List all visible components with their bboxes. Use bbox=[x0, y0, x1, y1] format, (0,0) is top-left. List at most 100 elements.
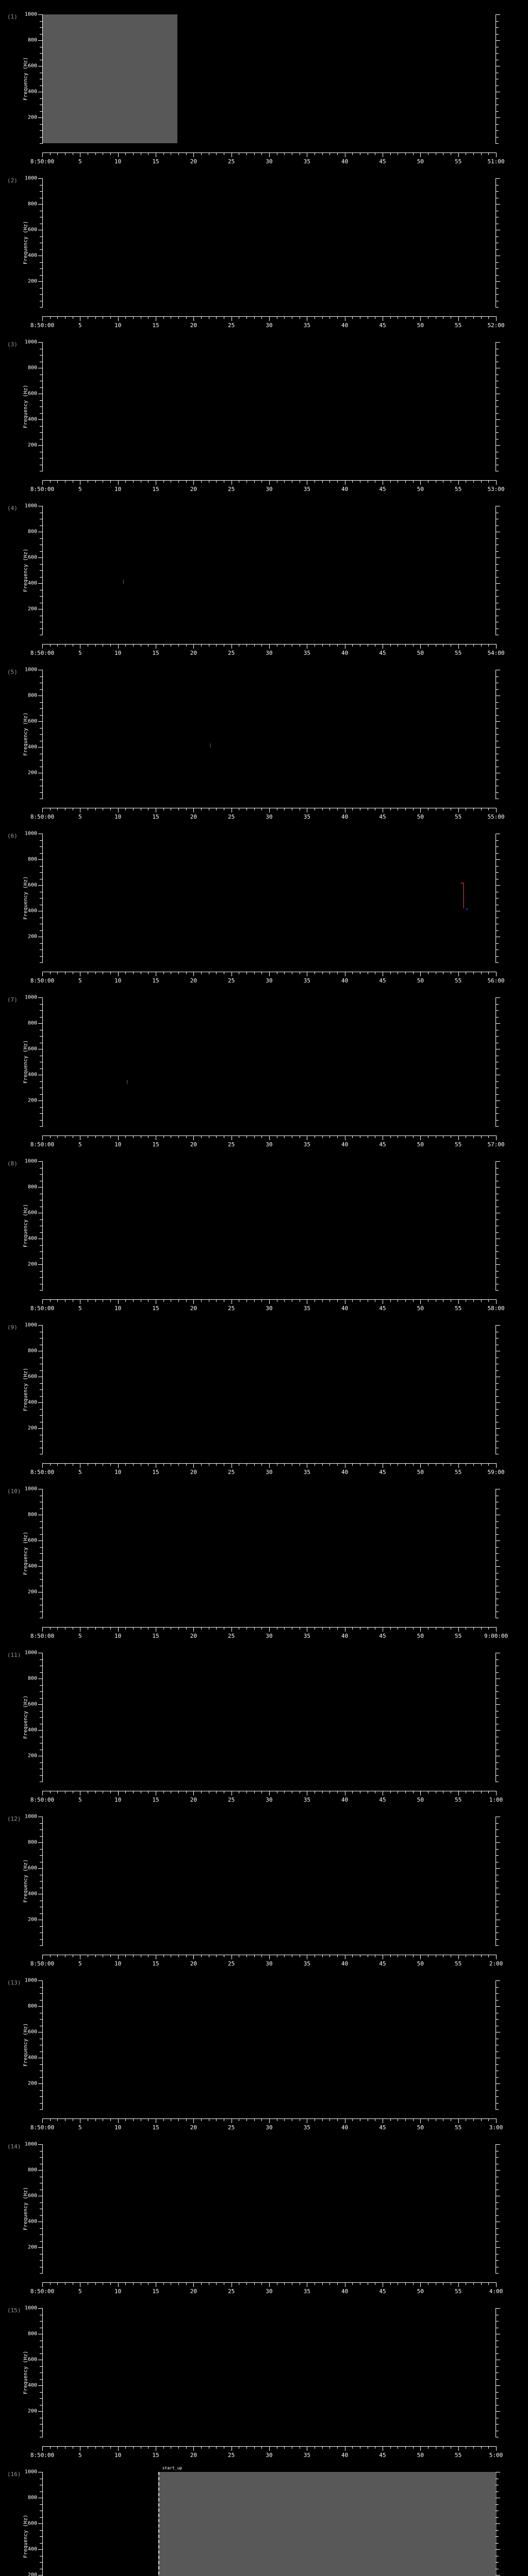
y-axis-tick-label: 400 bbox=[27, 89, 37, 95]
spectrogram-panel: (13) Frequency (Hz) 1000 800 600 400 200 8:50:0… bbox=[0, 1970, 528, 2134]
y-axis-tick bbox=[40, 564, 43, 565]
y-axis-tick-right bbox=[496, 1829, 499, 1830]
time-axis-tick bbox=[50, 2282, 51, 2285]
time-axis-tick-label: 35 bbox=[303, 1797, 310, 1803]
time-axis-tick bbox=[322, 1136, 323, 1138]
time-axis-tick bbox=[481, 644, 482, 647]
time-axis-tick-label: 55 bbox=[455, 158, 462, 165]
time-axis-tick-label: 35 bbox=[303, 2124, 310, 2131]
y-axis-tick-right bbox=[496, 1107, 499, 1108]
time-axis-tick-label: 45 bbox=[379, 1305, 386, 1312]
y-axis-title: Frequency (Hz) bbox=[23, 712, 29, 756]
time-axis-tick bbox=[42, 1627, 43, 1632]
time-axis-tick bbox=[481, 1955, 482, 1957]
time-axis-tick bbox=[412, 1627, 414, 1630]
time-axis-tick bbox=[50, 1136, 51, 1138]
y-axis-tick bbox=[40, 53, 43, 54]
time-axis-tick bbox=[284, 1136, 285, 1138]
time-axis-tick bbox=[178, 1627, 179, 1630]
time-axis-tick bbox=[186, 1136, 187, 1138]
time-axis-tick bbox=[57, 1463, 58, 1466]
time-axis-tick bbox=[322, 2446, 323, 2449]
y-axis-tick bbox=[40, 1762, 43, 1763]
time-axis-tick-label: 15 bbox=[152, 1633, 159, 1639]
time-axis-tick bbox=[216, 1299, 217, 1302]
time-axis-tick bbox=[412, 2282, 414, 2285]
time-axis-tick-label: 25 bbox=[228, 1797, 235, 1803]
y-axis-tick-label: 800 bbox=[27, 37, 37, 43]
time-axis-tick bbox=[193, 152, 194, 157]
time-axis-tick bbox=[95, 972, 96, 974]
time-axis-tick-label: 25 bbox=[228, 158, 235, 165]
y-axis-tick bbox=[40, 1219, 43, 1220]
y-axis-tick bbox=[38, 2006, 43, 2007]
y-axis-tick bbox=[40, 2392, 43, 2393]
y-axis-tick bbox=[38, 997, 43, 998]
time-axis-tick bbox=[473, 808, 474, 810]
y-axis-title: Frequency (Hz) bbox=[23, 221, 29, 265]
time-axis-tick-label: 25 bbox=[228, 1305, 235, 1312]
y-axis-tick bbox=[40, 956, 43, 957]
time-axis-tick bbox=[246, 480, 247, 483]
y-axis-tick-label: 200 bbox=[27, 1261, 37, 1267]
y-axis-tick-label: 600 bbox=[27, 554, 37, 561]
y-axis-tick bbox=[40, 1409, 43, 1410]
time-axis-tick-label: 50 bbox=[417, 977, 424, 984]
time-axis-tick bbox=[390, 972, 391, 974]
time-axis-tick bbox=[133, 1299, 134, 1302]
time-axis-tick bbox=[50, 1463, 51, 1466]
time-axis-tick-label: 8:50:00 bbox=[30, 1469, 55, 1476]
time-axis-tick bbox=[42, 644, 43, 649]
y-axis-tick-right bbox=[496, 1270, 499, 1272]
time-axis-tick bbox=[110, 152, 111, 155]
y-axis-tick-right bbox=[496, 1717, 499, 1718]
time-axis-tick bbox=[473, 972, 474, 974]
time-axis-tick bbox=[284, 1463, 285, 1466]
time-axis-tick bbox=[246, 1136, 247, 1138]
y-axis-tick-label: 800 bbox=[27, 2003, 37, 2009]
time-axis-tick-label: 5 bbox=[78, 158, 82, 165]
time-axis-tick-label: 45 bbox=[379, 650, 386, 656]
time-axis-tick bbox=[95, 1463, 96, 1466]
y-axis-tick-right bbox=[496, 779, 499, 780]
y-axis-tick bbox=[38, 2385, 43, 2386]
time-axis-tick bbox=[95, 1136, 96, 1138]
y-axis-tick-right bbox=[496, 1036, 499, 1037]
y-axis-tick-right bbox=[496, 1370, 499, 1371]
time-axis-tick bbox=[420, 1463, 421, 1468]
time-axis-tick bbox=[420, 1627, 421, 1632]
y-axis-tick bbox=[40, 1823, 43, 1824]
y-axis-tick bbox=[38, 14, 43, 15]
y-axis-tick-right bbox=[496, 2523, 500, 2524]
y-axis-tick-label: 1000 bbox=[24, 11, 37, 18]
y-axis-tick-right bbox=[496, 178, 500, 179]
y-axis-tick-right bbox=[496, 1187, 500, 1188]
time-axis-tick-label: 50 bbox=[417, 814, 424, 820]
y-axis-tick bbox=[40, 853, 43, 854]
y-axis-tick-right bbox=[496, 2253, 499, 2255]
y-axis-tick-right bbox=[496, 2379, 499, 2380]
spectrogram-panel: (3) Frequency (Hz) 1000 800 600 400 200 8:50:00… bbox=[0, 332, 528, 496]
plot-area: 1000 800 600 400 200 bbox=[25, 340, 500, 471]
time-axis-tick bbox=[163, 1627, 164, 1630]
y-axis-tick-right bbox=[496, 1010, 499, 1011]
time-axis-tick bbox=[261, 1627, 262, 1630]
time-axis-tick-label: 40 bbox=[341, 1633, 349, 1639]
y-axis-tick bbox=[38, 721, 43, 722]
time-axis-tick-label: 55 bbox=[455, 814, 462, 820]
time-axis-tick-label: 30 bbox=[266, 158, 273, 165]
time-axis-tick bbox=[496, 1299, 497, 1304]
y-axis-tick-right bbox=[496, 1004, 499, 1005]
time-axis-tick-label: 5 bbox=[78, 977, 82, 984]
y-axis-tick-right bbox=[496, 570, 499, 571]
y-axis-tick-right bbox=[496, 1881, 499, 1882]
time-axis-tick-label: 25 bbox=[228, 977, 235, 984]
y-axis-tick bbox=[40, 1258, 43, 1259]
y-axis-tick bbox=[40, 2517, 43, 2518]
y-axis-tick bbox=[40, 930, 43, 931]
time-axis-tick bbox=[488, 808, 489, 810]
y-axis-tick-right bbox=[496, 1245, 499, 1246]
time-axis-tick-label: 51:00 bbox=[487, 158, 505, 165]
y-axis-tick bbox=[40, 2562, 43, 2563]
time-axis-tick-label: 55 bbox=[455, 2288, 462, 2295]
